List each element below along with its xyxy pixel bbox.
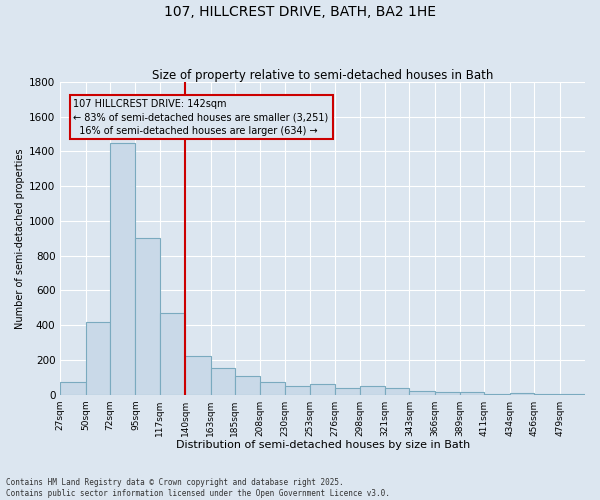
Bar — [284, 386, 310, 394]
Bar — [310, 384, 335, 394]
Bar — [359, 386, 385, 394]
Text: Contains HM Land Registry data © Crown copyright and database right 2025.
Contai: Contains HM Land Registry data © Crown c… — [6, 478, 390, 498]
Bar — [185, 356, 211, 395]
Bar — [211, 368, 235, 394]
Bar — [409, 391, 435, 394]
Bar — [110, 143, 136, 395]
Title: Size of property relative to semi-detached houses in Bath: Size of property relative to semi-detach… — [152, 69, 493, 82]
Bar — [86, 322, 110, 394]
Text: 107 HILLCREST DRIVE: 142sqm
← 83% of semi-detached houses are smaller (3,251)
  : 107 HILLCREST DRIVE: 142sqm ← 83% of sem… — [73, 99, 329, 136]
Bar — [160, 313, 185, 394]
Text: 107, HILLCREST DRIVE, BATH, BA2 1HE: 107, HILLCREST DRIVE, BATH, BA2 1HE — [164, 5, 436, 19]
Bar — [235, 376, 260, 394]
Y-axis label: Number of semi-detached properties: Number of semi-detached properties — [15, 148, 25, 328]
Bar — [460, 392, 484, 394]
X-axis label: Distribution of semi-detached houses by size in Bath: Distribution of semi-detached houses by … — [176, 440, 470, 450]
Bar — [385, 388, 409, 394]
Bar — [435, 392, 460, 394]
Bar — [510, 393, 534, 394]
Bar — [60, 382, 86, 394]
Bar — [136, 238, 160, 394]
Bar — [260, 382, 284, 394]
Bar — [335, 388, 359, 394]
